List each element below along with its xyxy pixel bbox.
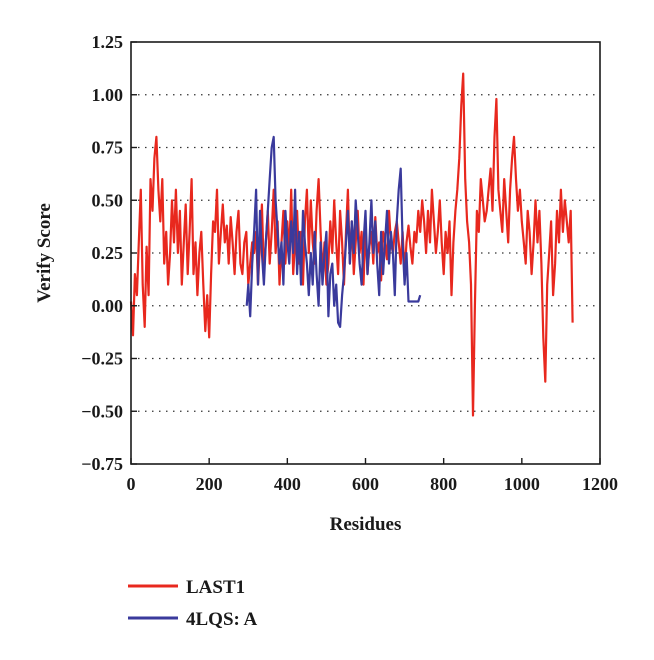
legend: LAST1 4LQS: A	[128, 577, 258, 630]
y-axis-ticks: 1.25 1.00 0.75 0.50 0.25 0.00 −0.25 −0.50 −0.75	[81, 32, 137, 474]
legend-label-last1: LAST1	[186, 577, 245, 598]
y-tick-label: 0.75	[92, 138, 124, 158]
y-axis-title: Verify Score	[34, 203, 55, 303]
x-tick-label: 600	[352, 474, 379, 494]
y-tick-label: −0.50	[81, 401, 123, 421]
series-layer	[129, 72, 574, 417]
series-line-1	[245, 135, 422, 328]
x-axis-title: Residues	[330, 514, 402, 535]
y-tick-label: 1.25	[92, 32, 124, 52]
y-tick-label: −0.25	[81, 349, 123, 369]
y-tick-label: 0.00	[92, 296, 124, 316]
legend-label-4lqs: 4LQS: A	[186, 609, 258, 630]
x-tick-label: 0	[127, 474, 136, 494]
x-tick-label: 800	[430, 474, 457, 494]
x-axis-ticks: 0 200 400 600 800 1000 1200	[127, 458, 618, 494]
x-tick-label: 200	[196, 474, 223, 494]
x-tick-label: 400	[274, 474, 301, 494]
x-tick-label: 1200	[582, 474, 618, 494]
y-tick-label: 0.25	[92, 243, 124, 263]
x-tick-label: 1000	[504, 474, 540, 494]
y-tick-label: 0.50	[92, 190, 124, 210]
y-tick-label: 1.00	[92, 85, 124, 105]
y-tick-label: −0.75	[81, 454, 123, 474]
